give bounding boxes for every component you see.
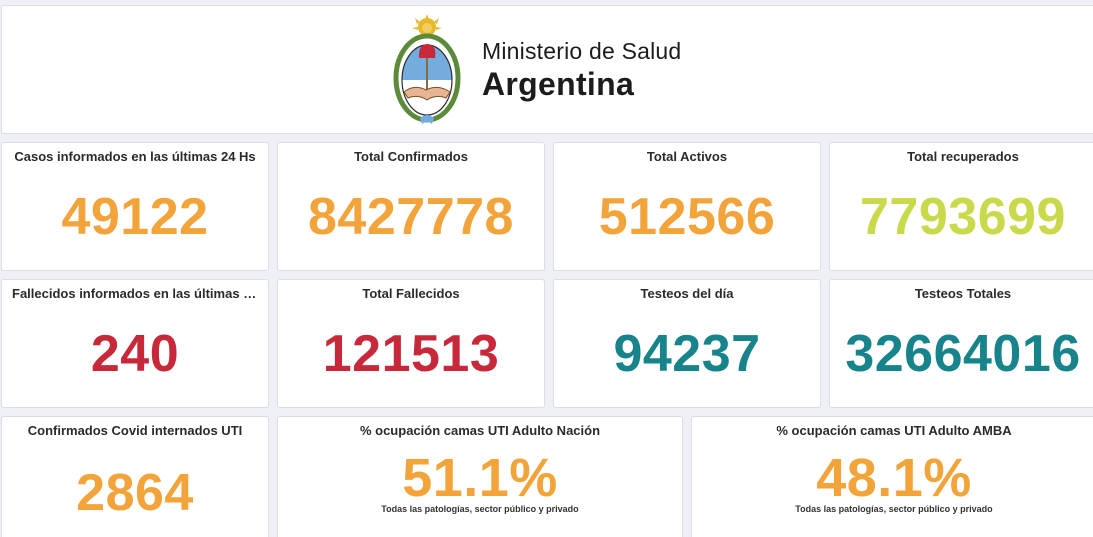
- metric-value: 240: [90, 325, 180, 383]
- country-name: Argentina: [482, 66, 635, 102]
- metric-card-icu-occupancy-amba: % ocupación camas UTI Adulto AMBA 48.1% …: [691, 416, 1093, 537]
- metric-value: 51.1%: [402, 448, 558, 508]
- metric-card-total-tests: Testeos Totales 32664016: [829, 279, 1093, 408]
- metric-card-total-deaths: Total Fallecidos 121513: [277, 279, 545, 408]
- metric-title: Total Confirmados: [354, 149, 468, 164]
- metric-title: Testeos Totales: [914, 286, 1012, 301]
- metric-title: % ocupación camas UTI Adulto Nación: [359, 423, 601, 438]
- metric-value: 7793699: [860, 188, 1066, 246]
- ministry-title: Ministerio de Salud Argentina: [482, 37, 681, 103]
- ministry-brand: Ministerio de Salud Argentina: [388, 14, 681, 126]
- metric-value: 32664016: [845, 325, 1081, 383]
- metric-title: Total Activos: [646, 149, 728, 164]
- metric-value: 2864: [76, 464, 194, 522]
- metric-value: 48.1%: [816, 448, 972, 508]
- metric-subtitle: Todas las patologías, sector público y p…: [795, 504, 993, 514]
- metric-title: Total Fallecidos: [362, 286, 460, 301]
- metric-card-total-recovered: Total recuperados 7793699: [829, 142, 1093, 271]
- coat-of-arms-argentina-icon: [393, 14, 461, 124]
- metric-card-cases-24h: Casos informados en las últimas 24 Hs 49…: [1, 142, 269, 271]
- metric-title: Total recuperados: [907, 149, 1019, 164]
- metric-value: 8427778: [308, 188, 514, 246]
- metric-card-deaths-24h: Fallecidos informados en las últimas 24 …: [1, 279, 269, 408]
- metric-card-total-active: Total Activos 512566: [553, 142, 821, 271]
- metric-card-total-confirmed: Total Confirmados 8427778: [277, 142, 545, 271]
- metric-card-icu-occupancy-nation: % ocupación camas UTI Adulto Nación 51.1…: [277, 416, 683, 537]
- metric-value: 512566: [598, 188, 776, 246]
- metric-value: 94237: [613, 325, 761, 383]
- header-panel: Ministerio de Salud Argentina: [1, 5, 1093, 134]
- metric-value: 121513: [322, 325, 500, 383]
- metric-card-icu-confirmed: Confirmados Covid internados UTI 2864: [1, 416, 269, 537]
- metric-title: Confirmados Covid internados UTI: [27, 423, 243, 438]
- metric-title: Fallecidos informados en las últimas 24 …: [12, 286, 268, 301]
- metric-title: % ocupación camas UTI Adulto AMBA: [776, 423, 1012, 438]
- metric-title: Testeos del día: [640, 286, 734, 301]
- metric-value: 49122: [61, 188, 209, 246]
- ministry-name: Ministerio de Salud: [482, 38, 682, 64]
- metric-title: Casos informados en las últimas 24 Hs: [14, 149, 256, 164]
- metric-subtitle: Todas las patologías, sector público y p…: [381, 504, 579, 514]
- metric-card-tests-today: Testeos del día 94237: [553, 279, 821, 408]
